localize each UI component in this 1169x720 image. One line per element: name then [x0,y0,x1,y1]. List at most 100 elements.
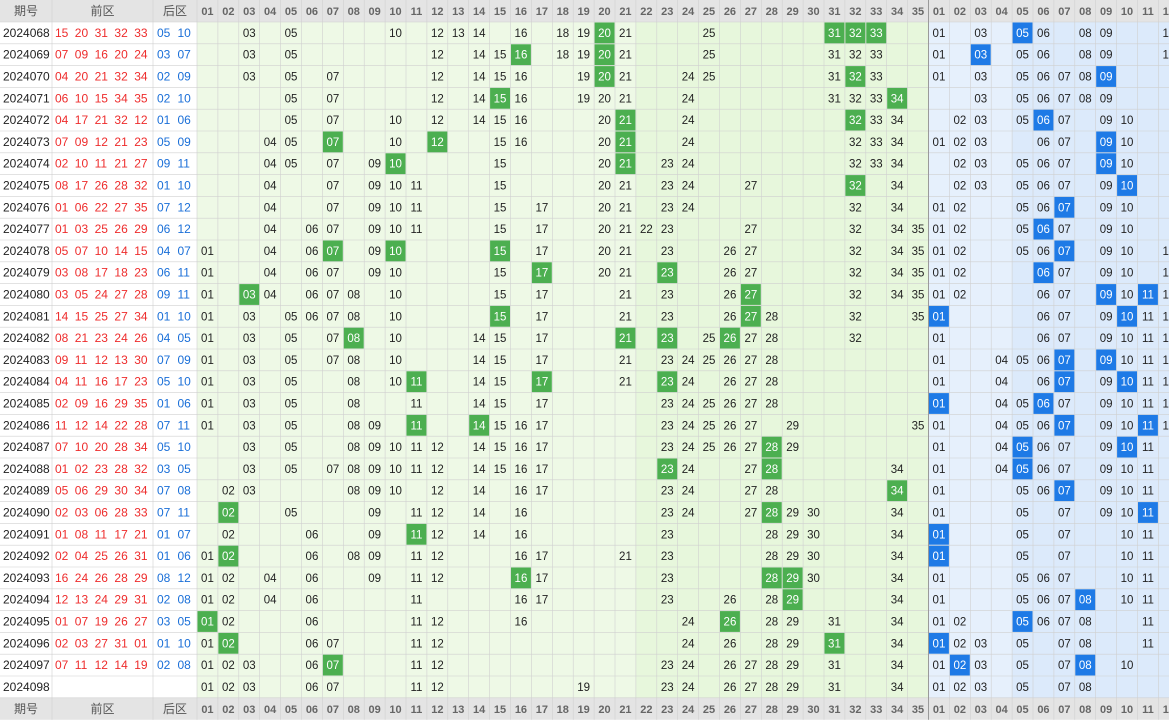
front-drawn-number: 12 [134,113,148,127]
back-hit-number: 09 [1100,159,1113,171]
front-number-header: 11 [411,704,423,716]
front-cell-number: 34 [891,115,904,127]
front-cell-number: 25 [703,355,716,367]
front-cell-number: 23 [661,224,674,236]
front-drawn-number: 16 [55,571,69,585]
front-cell-number: 09 [368,420,381,432]
front-cell-number: 15 [494,137,507,149]
front-drawn-number: 05 [55,484,69,498]
front-cell-number: 25 [703,72,716,84]
front-cell-number: 34 [891,573,904,585]
back-zone-shade [1012,22,1169,698]
back-drawn-number: 12 [178,200,192,214]
back-drawn-number: 08 [178,484,192,498]
front-drawn-number: 14 [95,418,109,432]
front-hit-cell [845,22,866,44]
front-cell-number: 06 [306,682,319,694]
front-drawn-number: 15 [55,26,69,40]
back-number-header: 12 [1163,6,1169,18]
front-cell-number: 15 [494,181,507,193]
front-cell-number: 32 [849,333,862,345]
front-cell-number: 21 [619,290,632,302]
front-cell-number: 10 [389,137,402,149]
front-cell-number: 11 [410,551,422,563]
back-hit-number: 02 [953,660,966,672]
back-hit-cell [1033,262,1054,284]
back-cell-number: 05 [1016,682,1029,694]
front-cell-number: 24 [682,682,695,694]
front-hit-cell [531,371,552,393]
back-hit-cell [1012,458,1033,480]
back-cell-number: 11 [1142,333,1154,345]
front-cell-number: 06 [306,617,319,629]
front-cell-number: 27 [744,420,757,432]
back-drawn-number: 07 [178,244,192,258]
back-cell-number: 06 [1037,290,1050,302]
front-number-header: 23 [661,704,673,716]
front-cell-number: 01 [201,420,214,432]
back-cell-number: 05 [1016,573,1029,585]
front-drawn-number: 21 [114,157,128,171]
front-number-header: 29 [787,704,799,716]
front-drawn-number: 06 [75,484,89,498]
front-drawn-number: 14 [114,244,128,258]
front-cell-number: 15 [494,159,507,171]
front-drawn-number: 08 [55,331,69,345]
front-drawn-number: 35 [134,91,148,105]
front-cell-number: 33 [870,137,883,149]
back-hit-cell [1054,371,1075,393]
back-cell-number: 06 [1037,202,1050,214]
front-header-top: 前区 [90,3,114,18]
front-cell-number: 17 [535,420,548,432]
front-cell-number: 08 [347,355,360,367]
front-cell-number: 26 [724,638,737,650]
back-cell-number: 03 [974,159,987,171]
back-cell-number: 07 [1058,617,1071,629]
front-cell-number: 08 [347,399,360,411]
front-number-header: 06 [306,704,318,716]
front-cell-number: 21 [619,72,632,84]
back-cell-number: 01 [933,420,946,432]
front-cell-number: 17 [535,486,548,498]
front-cell-number: 15 [494,420,507,432]
back-cell-number: 09 [1100,181,1113,193]
front-hit-cell [824,22,845,44]
back-hit-cell [1033,109,1054,131]
front-drawn-number: 12 [95,135,109,149]
front-cell-number: 34 [891,617,904,629]
front-hit-number: 31 [828,28,841,40]
front-drawn-number: 04 [55,113,69,127]
front-cell-number: 12 [431,486,444,498]
back-cell-number: 08 [1079,93,1092,105]
front-hit-number: 16 [515,573,528,585]
front-drawn-number: 17 [75,179,89,193]
front-cell-number: 07 [326,311,339,323]
back-hit-cell [1012,22,1033,44]
front-hit-number: 03 [243,290,256,302]
front-cell-number: 04 [264,290,277,302]
front-drawn-number: 12 [55,593,69,607]
front-drawn-number: 09 [75,397,89,411]
front-cell-number: 15 [494,355,507,367]
front-hit-cell [845,175,866,196]
front-cell-number: 27 [744,682,757,694]
back-cell-number: 02 [953,290,966,302]
back-drawn-number: 01 [157,397,171,411]
front-drawn-number: 12 [95,353,109,367]
front-hit-number: 32 [849,115,862,127]
front-number-header: 23 [661,6,673,18]
back-cell-number: 06 [1037,420,1050,432]
back-hit-number: 11 [1142,420,1154,432]
front-drawn-number: 24 [114,331,128,345]
front-drawn-number: 16 [95,397,109,411]
front-cell-number: 23 [661,399,674,411]
front-cell-number: 08 [347,486,360,498]
back-cell-number: 05 [1016,638,1029,650]
front-cell-number: 01 [201,333,214,345]
front-drawn-number: 09 [75,135,89,149]
front-hit-number: 28 [765,508,778,520]
back-drawn-number: 11 [178,288,191,302]
back-drawn-number: 05 [178,462,192,476]
front-number-header: 18 [557,6,569,18]
front-cell-number: 15 [494,72,507,84]
